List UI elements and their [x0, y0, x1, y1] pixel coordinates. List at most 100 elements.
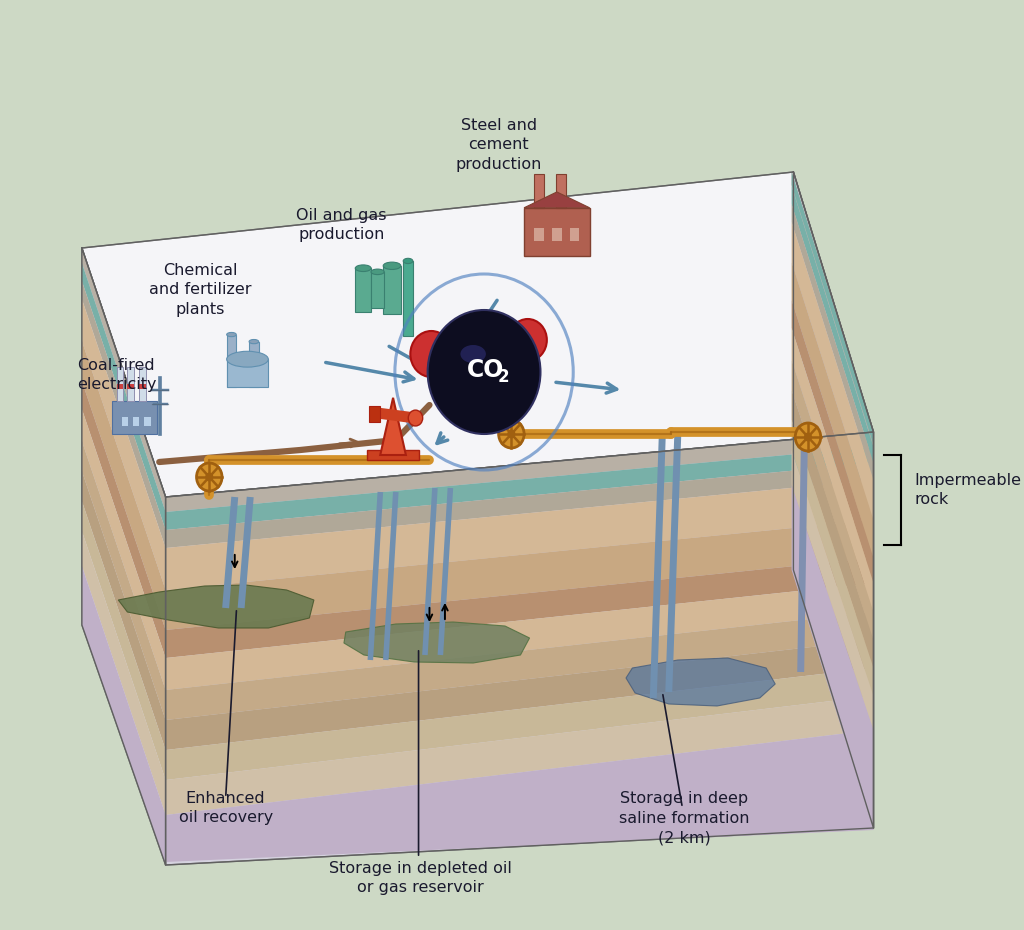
Bar — [133, 417, 139, 426]
Bar — [371, 272, 384, 308]
Polygon shape — [792, 204, 873, 480]
Ellipse shape — [355, 462, 436, 494]
Polygon shape — [166, 730, 873, 862]
Ellipse shape — [355, 265, 371, 272]
Polygon shape — [792, 450, 873, 730]
Polygon shape — [166, 668, 873, 780]
Bar — [368, 450, 419, 460]
Bar — [127, 384, 134, 389]
Bar — [113, 401, 157, 434]
Bar — [117, 367, 124, 401]
Bar — [122, 417, 128, 426]
Polygon shape — [344, 622, 529, 663]
Polygon shape — [792, 172, 873, 445]
Circle shape — [197, 463, 222, 491]
Ellipse shape — [681, 397, 761, 429]
Polygon shape — [792, 485, 873, 830]
Bar — [127, 367, 134, 401]
Polygon shape — [792, 300, 873, 583]
Ellipse shape — [461, 345, 485, 363]
Polygon shape — [792, 360, 873, 640]
Circle shape — [428, 310, 541, 434]
Text: Coal-fired
electricity: Coal-fired electricity — [78, 358, 157, 392]
Circle shape — [477, 365, 492, 379]
Polygon shape — [166, 520, 873, 630]
Circle shape — [456, 341, 512, 403]
Ellipse shape — [222, 477, 291, 507]
Ellipse shape — [201, 379, 308, 426]
Polygon shape — [82, 441, 166, 720]
Polygon shape — [166, 463, 873, 548]
Ellipse shape — [497, 240, 613, 285]
Polygon shape — [792, 262, 873, 558]
Polygon shape — [82, 248, 166, 865]
Bar — [535, 229, 544, 241]
Circle shape — [796, 423, 820, 451]
Polygon shape — [166, 696, 873, 815]
Circle shape — [470, 356, 498, 388]
Polygon shape — [792, 222, 873, 520]
Polygon shape — [82, 299, 166, 590]
Ellipse shape — [249, 339, 259, 344]
Polygon shape — [166, 583, 873, 690]
Polygon shape — [792, 328, 873, 612]
Bar — [369, 405, 380, 421]
Bar — [139, 367, 145, 401]
Ellipse shape — [371, 269, 384, 274]
Circle shape — [509, 319, 547, 361]
Text: Steel and
cement
production: Steel and cement production — [456, 118, 542, 172]
Text: Oil and gas
production: Oil and gas production — [296, 207, 386, 243]
Polygon shape — [166, 432, 873, 512]
Polygon shape — [166, 612, 873, 720]
Ellipse shape — [226, 352, 268, 367]
Polygon shape — [82, 501, 166, 780]
Polygon shape — [166, 432, 873, 865]
Bar — [383, 266, 400, 314]
Polygon shape — [82, 248, 166, 512]
Bar — [535, 174, 544, 207]
Circle shape — [435, 318, 534, 426]
Polygon shape — [626, 658, 775, 706]
Ellipse shape — [403, 259, 413, 263]
Polygon shape — [166, 447, 873, 530]
Bar — [139, 384, 145, 389]
Polygon shape — [82, 341, 166, 630]
Bar — [355, 268, 371, 312]
Ellipse shape — [226, 332, 237, 337]
Circle shape — [411, 331, 453, 377]
Bar — [524, 207, 590, 256]
Circle shape — [428, 310, 541, 434]
Circle shape — [463, 349, 505, 395]
Polygon shape — [82, 281, 166, 548]
Polygon shape — [82, 531, 166, 815]
Ellipse shape — [314, 297, 446, 347]
Polygon shape — [82, 263, 166, 530]
Bar — [569, 229, 580, 241]
Polygon shape — [82, 471, 166, 750]
Text: Chemical
and fertilizer
plants: Chemical and fertilizer plants — [148, 262, 252, 317]
Circle shape — [804, 432, 812, 442]
Text: Impermeable
rock: Impermeable rock — [914, 472, 1021, 508]
Circle shape — [409, 410, 423, 426]
Text: Storage in deep
saline formation
(2 km): Storage in deep saline formation (2 km) — [618, 790, 750, 845]
Polygon shape — [792, 420, 873, 696]
Polygon shape — [792, 172, 873, 447]
Circle shape — [205, 472, 213, 482]
Ellipse shape — [87, 437, 182, 479]
Text: CO: CO — [467, 358, 505, 382]
Bar — [249, 341, 259, 388]
Bar — [403, 261, 413, 336]
Bar — [226, 359, 268, 388]
Circle shape — [507, 430, 515, 438]
Bar — [144, 417, 151, 426]
Polygon shape — [82, 409, 166, 690]
Polygon shape — [82, 566, 166, 865]
Polygon shape — [82, 172, 873, 497]
Polygon shape — [524, 192, 590, 207]
Polygon shape — [166, 480, 873, 590]
Polygon shape — [119, 585, 314, 628]
Polygon shape — [792, 390, 873, 668]
Circle shape — [499, 420, 524, 448]
Polygon shape — [166, 640, 873, 750]
Text: Storage in depleted oil
or gas reservoir: Storage in depleted oil or gas reservoir — [329, 860, 512, 896]
